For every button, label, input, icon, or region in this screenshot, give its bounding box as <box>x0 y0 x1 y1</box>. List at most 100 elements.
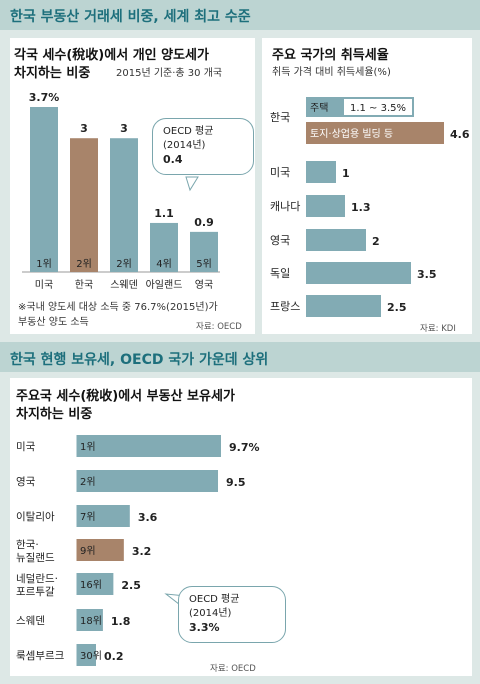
left-bar-rank-label: 4위 <box>156 257 172 270</box>
right-chart-title: 주요 국가의 취득세율 <box>272 48 389 63</box>
section1-title-band <box>0 0 480 30</box>
right-category-label: 미국 <box>270 166 290 179</box>
bottom-bar-rank-label: 1위 <box>80 440 96 453</box>
oecd-average-callout-1: OECD 평균 (2014년) 0.4 <box>152 118 254 175</box>
korea-housing-range-value-box <box>344 99 412 115</box>
bottom-category-label: 룩셈부르크 <box>16 650 65 662</box>
left-bar-value-label: 0.9 <box>194 216 214 229</box>
oecd-average-callout-2: OECD 평균 (2014년) 3.3% <box>178 586 286 643</box>
right-bar <box>306 262 411 284</box>
bottom-category-label: 포르투갈 <box>16 585 55 598</box>
left-bar <box>110 138 138 272</box>
right-bar-value-label: 2.5 <box>387 301 407 314</box>
right-bar <box>306 122 444 144</box>
left-bar <box>70 138 98 272</box>
right-bar-value-label: 4.6 <box>450 128 470 141</box>
bottom-bar <box>76 609 103 631</box>
right-bar <box>306 229 366 251</box>
bottom-category-label: 이탈리아 <box>16 510 55 523</box>
callout1-pointer <box>185 176 199 192</box>
bottom-category-label: 미국 <box>16 441 36 453</box>
bottom-bar <box>76 644 96 666</box>
bottom-bar-value-label: 3.6 <box>138 511 158 524</box>
left-bar-value-label: 1.1 <box>154 207 174 220</box>
left-bar-value-label: 3 <box>120 122 128 135</box>
left-bar-rank-label: 5위 <box>196 257 212 270</box>
left-bar-rank-label: 2위 <box>116 257 132 270</box>
bottom-bar <box>76 539 124 561</box>
left-category-label: 미국 <box>35 279 53 291</box>
left-chart-title-line2: 차지하는 비중 <box>14 66 91 81</box>
bottom-chart-source: 자료: OECD <box>210 664 256 674</box>
bottom-category-label: 뉴질랜드 <box>16 552 55 564</box>
bottom-bar-value-label: 0.2 <box>104 650 124 663</box>
bottom-bar-rank-label: 16위 <box>80 578 102 591</box>
left-bar <box>190 231 218 272</box>
bottom-bar <box>76 470 219 492</box>
bottom-bar <box>76 573 114 595</box>
left-bar-rank-label: 2위 <box>76 257 92 270</box>
callout1-value: 0.4 <box>163 153 183 166</box>
korea-housing-range-value: 1.1 ~ 3.5% <box>350 103 406 114</box>
right-bar <box>306 161 336 183</box>
callout2-value: 3.3% <box>189 621 220 634</box>
callout2-line1: OECD 평균 <box>189 594 240 605</box>
right-chart-panel <box>262 38 472 334</box>
korea-housing-label: 주택 <box>310 102 328 114</box>
left-bar-value-label: 3.7% <box>29 91 60 104</box>
left-bar-value-label: 3 <box>80 122 88 135</box>
left-chart-title-line1: 각국 세수(稅收)에서 개인 양도세가 <box>14 48 209 63</box>
right-bar <box>306 195 345 217</box>
section2-title: 한국 현행 보유세, OECD 국가 가운데 상위 <box>10 352 269 368</box>
right-chart-source: 자료: KDI <box>420 324 456 334</box>
left-bar-rank-label: 1위 <box>36 257 52 270</box>
bottom-bar-rank-label: 2위 <box>80 475 96 488</box>
right-chart-subtitle: 취득 가격 대비 취득세율(%) <box>272 67 391 78</box>
right-bar-value-label: 2 <box>372 235 380 248</box>
left-category-label: 스웨덴 <box>110 279 138 291</box>
left-chart-note-line2: 부동산 양도 소득 <box>18 317 89 328</box>
bottom-bar <box>76 435 221 457</box>
left-chart-subtitle: 2015년 기준·총 30 개국 <box>116 68 223 79</box>
bottom-chart-title-line1: 주요국 세수(稅收)에서 부동산 보유세가 <box>16 389 235 404</box>
callout1-line1: OECD 평균 <box>163 126 214 137</box>
bottom-category-label: 한국· <box>16 539 39 551</box>
right-bar <box>306 295 381 317</box>
bottom-bar-rank-label: 30위 <box>80 649 102 662</box>
right-category-label: 캐나다 <box>270 200 300 213</box>
left-chart-note-line1: ※국내 양도세 대상 소득 중 76.7%(2015년)가 <box>18 302 218 313</box>
bottom-bar <box>76 505 130 527</box>
left-category-label: 아일랜드 <box>146 279 183 291</box>
bottom-bar-rank-label: 7위 <box>80 510 96 523</box>
korea-land-bar-label: 토지·상업용 빌딩 등 <box>310 127 393 140</box>
bottom-bar-rank-label: 18위 <box>80 614 102 627</box>
right-bar-value-label: 1 <box>342 167 350 180</box>
left-chart-source: 자료: OECD <box>196 322 242 332</box>
bottom-bar-rank-label: 9위 <box>80 544 96 557</box>
left-category-label: 영국 <box>195 279 213 291</box>
right-bar-value-label: 1.3 <box>351 201 371 214</box>
left-category-label: 한국 <box>75 279 93 291</box>
bottom-bar-value-label: 9.5 <box>226 476 246 489</box>
right-category-label: 한국 <box>270 111 290 124</box>
right-category-label: 프랑스 <box>270 300 300 313</box>
left-bar <box>30 107 58 272</box>
right-bar-value-label: 3.5 <box>417 268 437 281</box>
bottom-bar-value-label: 1.8 <box>111 615 131 628</box>
bottom-category-label: 네덜란드· <box>16 573 58 585</box>
bottom-chart-title-line2: 차지하는 비중 <box>16 407 93 422</box>
left-bar <box>150 222 178 272</box>
bottom-bar-value-label: 2.5 <box>121 579 140 592</box>
right-category-label: 독일 <box>270 266 290 280</box>
bottom-category-label: 영국 <box>16 476 36 488</box>
bottom-bar-value-label: 9.7% <box>229 441 260 454</box>
bottom-category-label: 스웨덴 <box>16 615 45 627</box>
callout1-line2: (2014년) <box>163 140 206 151</box>
callout2-line2: (2014년) <box>189 608 232 619</box>
bottom-bar-value-label: 3.2 <box>132 545 152 558</box>
section1-title: 한국 부동산 거래세 비중, 세계 최고 수준 <box>10 9 251 25</box>
right-category-label: 영국 <box>270 234 290 247</box>
